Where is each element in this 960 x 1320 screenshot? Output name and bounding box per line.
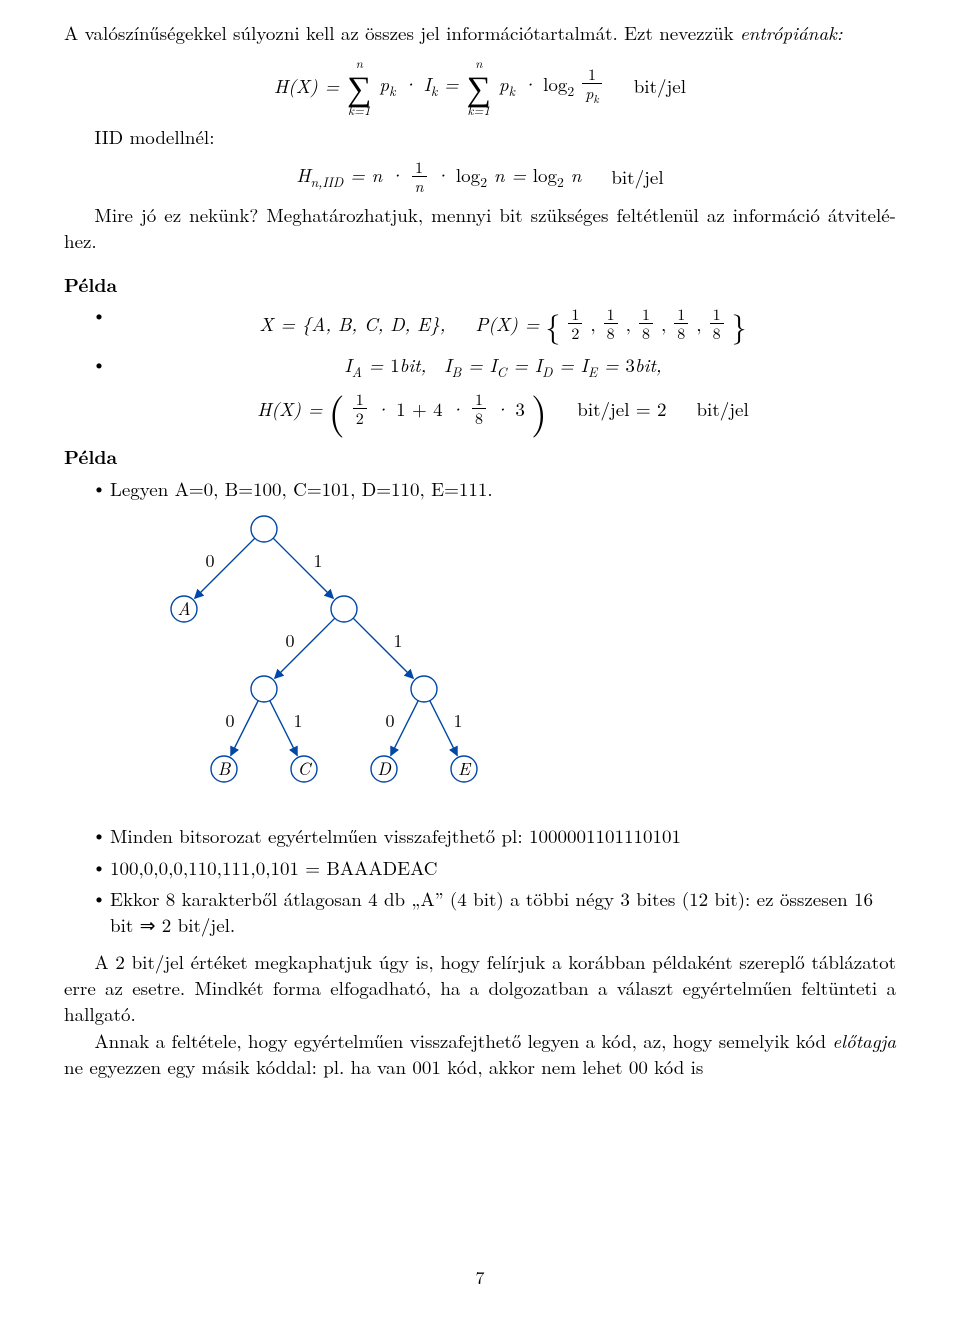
page-number: 7: [0, 1266, 960, 1290]
eq1-unit: bit/jel: [634, 73, 686, 99]
eq2-unit: bit/jel: [611, 164, 663, 190]
equation-entropy: H(X) = n ∑ k=1 pk · Ik = n ∑ k=1 pk · lo…: [64, 56, 896, 116]
end-para-2em: előtagja: [832, 1027, 896, 1054]
svg-text:1: 1: [314, 548, 323, 573]
end-para-2: Annak a feltétele, hogy egyértelműen vis…: [64, 1028, 896, 1079]
ex2-unit1: bit/jel = 2: [577, 395, 666, 422]
end-para-1: A 2 bit/jel értéket megkaphatjuk úgy is,…: [64, 949, 896, 1026]
svg-text:1: 1: [394, 628, 403, 653]
svg-text:C: C: [298, 756, 313, 781]
iid-label: IID modellnél:: [64, 124, 896, 150]
svg-text:0: 0: [206, 548, 215, 573]
ex1-set: X = {A, B, C, D, E},: [259, 311, 445, 337]
svg-text:E: E: [458, 756, 472, 781]
svg-text:0: 0: [386, 708, 395, 733]
mire-text: Mire jó ez nekünk? Meghatározhatjuk, men…: [64, 202, 896, 253]
pelda-heading-2: Példa: [64, 444, 896, 470]
example1-eq: X = {A, B, C, D, E}, P(X) = { 12, 18, 18…: [110, 303, 896, 344]
svg-text:D: D: [377, 756, 391, 781]
intro-em: entrópiának:: [740, 19, 843, 46]
legyen-bullet: Legyen A=0, B=100, C=101, D=110, E=111.: [92, 476, 896, 502]
bullet-ekkor: Ekkor 8 karakterből átlagosan 4 db „A” (…: [92, 886, 896, 937]
example2-line2: H(X) = ( 12 · 1 + 4 · 18 · 3 ) bit/jel =…: [110, 391, 896, 426]
svg-text:1: 1: [454, 708, 463, 733]
example2-bullet: IA = 1bit,IB = IC = ID = IE = 3bit, H(X)…: [92, 352, 896, 426]
bullet-decode: 100,0,0,0,110,111,0,101 = BAAADEAC: [92, 855, 896, 881]
equation-iid: Hn,IID = n · 1n · log2 n = log2 n bit/je…: [64, 159, 896, 194]
end-para-2a: Annak a feltétele, hogy egyértelműen vis…: [94, 1027, 832, 1054]
pelda-heading-1: Példa: [64, 272, 896, 298]
end-para-2b: ne egyezzen egy másik kóddal: pl. ha van…: [64, 1053, 703, 1080]
svg-text:0: 0: [226, 708, 235, 733]
bullet-bitsorozat: Minden bitsorozat egyértelműen visszafej…: [92, 823, 896, 849]
svg-text:A: A: [177, 596, 190, 621]
svg-text:0: 0: [286, 628, 295, 653]
example1-bullet: X = {A, B, C, D, E}, P(X) = { 12, 18, 18…: [92, 303, 896, 344]
intro-paragraph: A valószínűségekkel súlyozni kell az öss…: [64, 20, 896, 46]
intro-text: A valószínűségekkel súlyozni kell az öss…: [64, 19, 740, 46]
example2-line1: IA = 1bit,IB = IC = ID = IE = 3bit,: [110, 352, 896, 381]
ex2-unit2: bit/jel: [696, 396, 748, 422]
svg-text:B: B: [218, 756, 232, 781]
tree-diagram: 0 1 0 1 0 1 0 1 A B C D E: [124, 509, 896, 815]
svg-text:1: 1: [294, 708, 303, 733]
